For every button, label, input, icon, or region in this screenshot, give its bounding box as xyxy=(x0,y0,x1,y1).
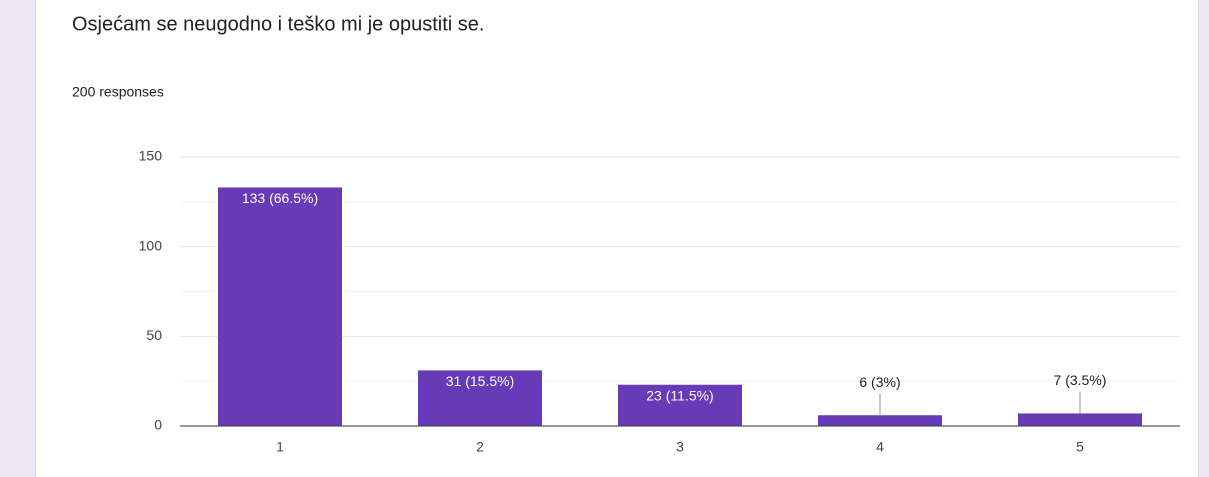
data-label: 31 (15.5%) xyxy=(446,373,514,389)
y-tick-label: 100 xyxy=(139,237,163,253)
x-tick-label: 4 xyxy=(876,439,884,455)
bar xyxy=(1018,413,1142,426)
data-label: 133 (66.5%) xyxy=(242,190,318,206)
bar xyxy=(818,415,942,426)
y-tick-label: 0 xyxy=(154,417,162,433)
bar xyxy=(418,370,542,426)
x-tick-label: 3 xyxy=(676,439,684,455)
bar xyxy=(218,187,342,426)
bar xyxy=(618,384,742,426)
data-label: 7 (3.5%) xyxy=(1054,372,1107,388)
data-label: 6 (3%) xyxy=(859,374,900,390)
y-tick-label: 50 xyxy=(146,327,162,343)
chart-title: Osjećam se neugodno i teško mi je opusti… xyxy=(72,13,484,35)
data-label: 23 (11.5%) xyxy=(646,387,713,403)
response-count: 200 responses xyxy=(72,84,164,100)
y-tick-label: 150 xyxy=(139,148,163,164)
x-tick-label: 1 xyxy=(276,439,284,455)
x-tick-label: 5 xyxy=(1076,439,1084,455)
x-tick-label: 2 xyxy=(476,439,484,455)
